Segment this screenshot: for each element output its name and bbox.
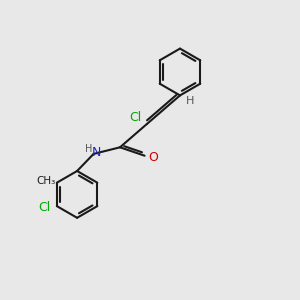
Text: N: N <box>91 146 101 159</box>
Text: CH₃: CH₃ <box>37 176 56 186</box>
Text: H: H <box>85 144 92 154</box>
Text: Cl: Cl <box>38 201 50 214</box>
Text: H: H <box>185 96 194 106</box>
Text: O: O <box>148 151 158 164</box>
Text: Cl: Cl <box>130 111 142 124</box>
